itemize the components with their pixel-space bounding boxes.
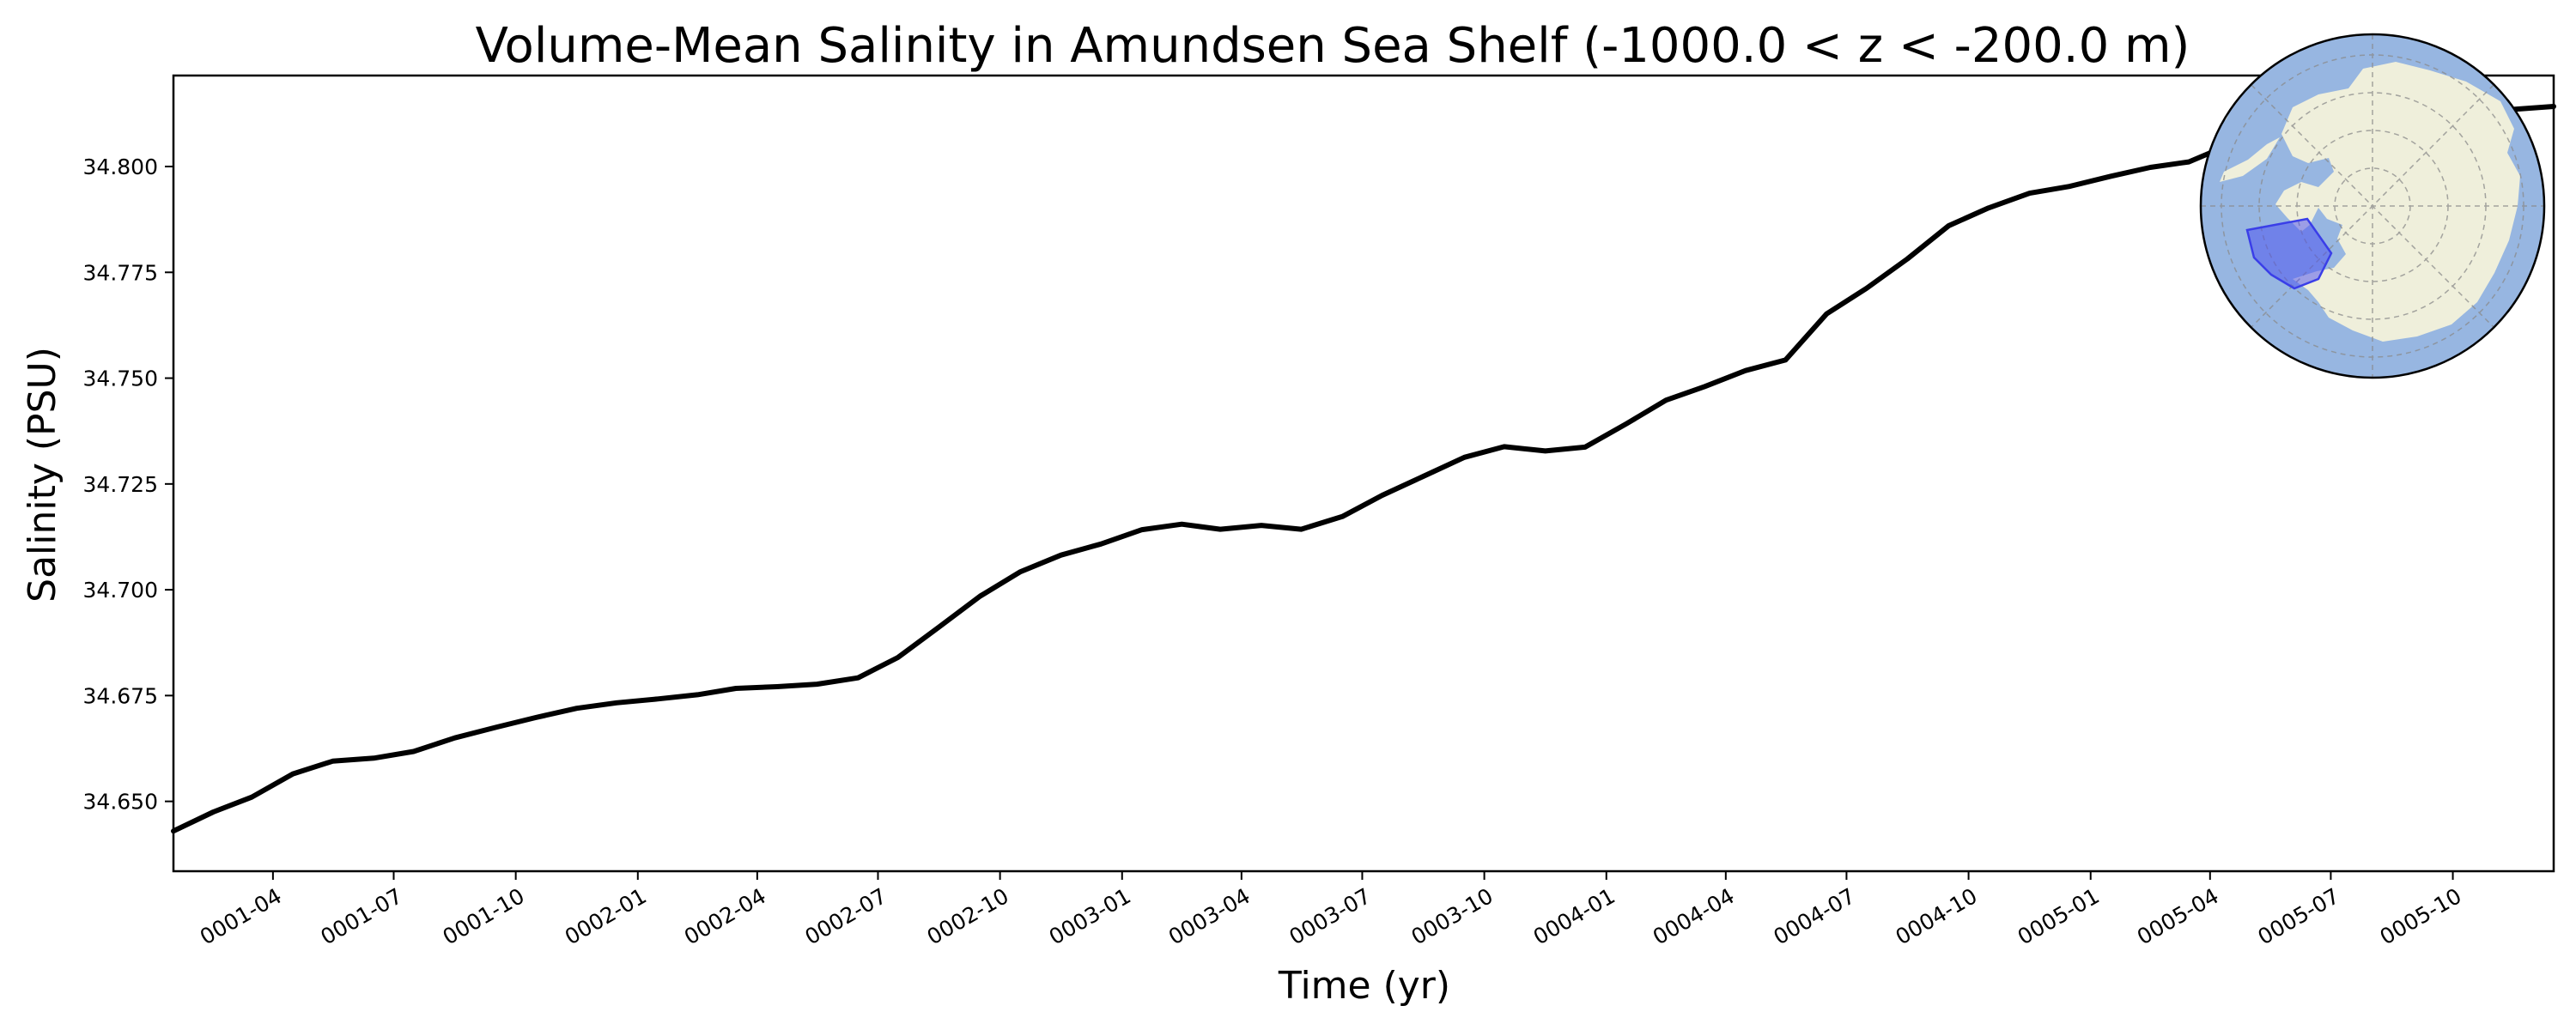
y-tick-label: 34.725 [83, 472, 158, 497]
y-tick-label: 34.650 [83, 790, 158, 815]
x-tick-label: 0001-10 [439, 883, 529, 949]
x-tick-label: 0002-04 [680, 883, 770, 949]
x-tick-label: 0003-10 [1407, 883, 1498, 949]
antarctic-peninsula [2220, 137, 2280, 182]
y-tick-label: 34.675 [83, 683, 158, 708]
x-axis-label: Time (yr) [1278, 964, 1450, 1008]
salinity-series-line [171, 104, 2556, 834]
x-tick-label: 0004-10 [1892, 883, 1982, 949]
x-tick-label: 0001-04 [196, 883, 286, 949]
x-tick-label: 0002-01 [561, 883, 651, 949]
x-tick-label: 0003-01 [1045, 883, 1135, 949]
x-tick-label: 0002-10 [923, 883, 1013, 949]
antarctica-inset-map [2199, 33, 2546, 379]
x-tick-label: 0004-07 [1769, 883, 1859, 949]
x-tick-label: 0004-04 [1649, 883, 1739, 949]
plot-area-frame [172, 74, 2555, 873]
australia-edge [2480, 324, 2544, 378]
x-tick-label: 0004-01 [1529, 883, 1619, 949]
y-tick-label: 34.750 [83, 367, 158, 391]
chart-title: Volume-Mean Salinity in Amundsen Sea She… [476, 18, 2190, 74]
x-tick-label: 0002-07 [801, 883, 891, 949]
x-tick-label: 0005-01 [2014, 883, 2104, 949]
antarctica-landmass [2275, 62, 2520, 342]
inset-map-border [2199, 33, 2546, 379]
y-axis-label: Salinity (PSU) [21, 347, 64, 603]
x-axis-ticks: 0001-04 0001-07 0001-10 0002-01 0002-04 0002-… [196, 871, 2466, 949]
amundsen-sea-region-highlight [2245, 217, 2333, 290]
y-tick-label: 34.800 [83, 154, 158, 179]
x-tick-label: 0005-10 [2376, 883, 2466, 949]
x-tick-label: 0001-07 [317, 883, 407, 949]
x-tick-label: 0003-07 [1285, 883, 1375, 949]
x-tick-label: 0005-07 [2253, 883, 2343, 949]
y-axis-ticks: 34.650 34.675 34.700 34.725 34.750 34.775 34.8… [83, 154, 173, 815]
y-tick-label: 34.775 [83, 260, 158, 285]
x-tick-label: 0003-04 [1164, 883, 1255, 949]
y-tick-label: 34.700 [83, 578, 158, 603]
x-tick-label: 0005-04 [2133, 883, 2223, 949]
